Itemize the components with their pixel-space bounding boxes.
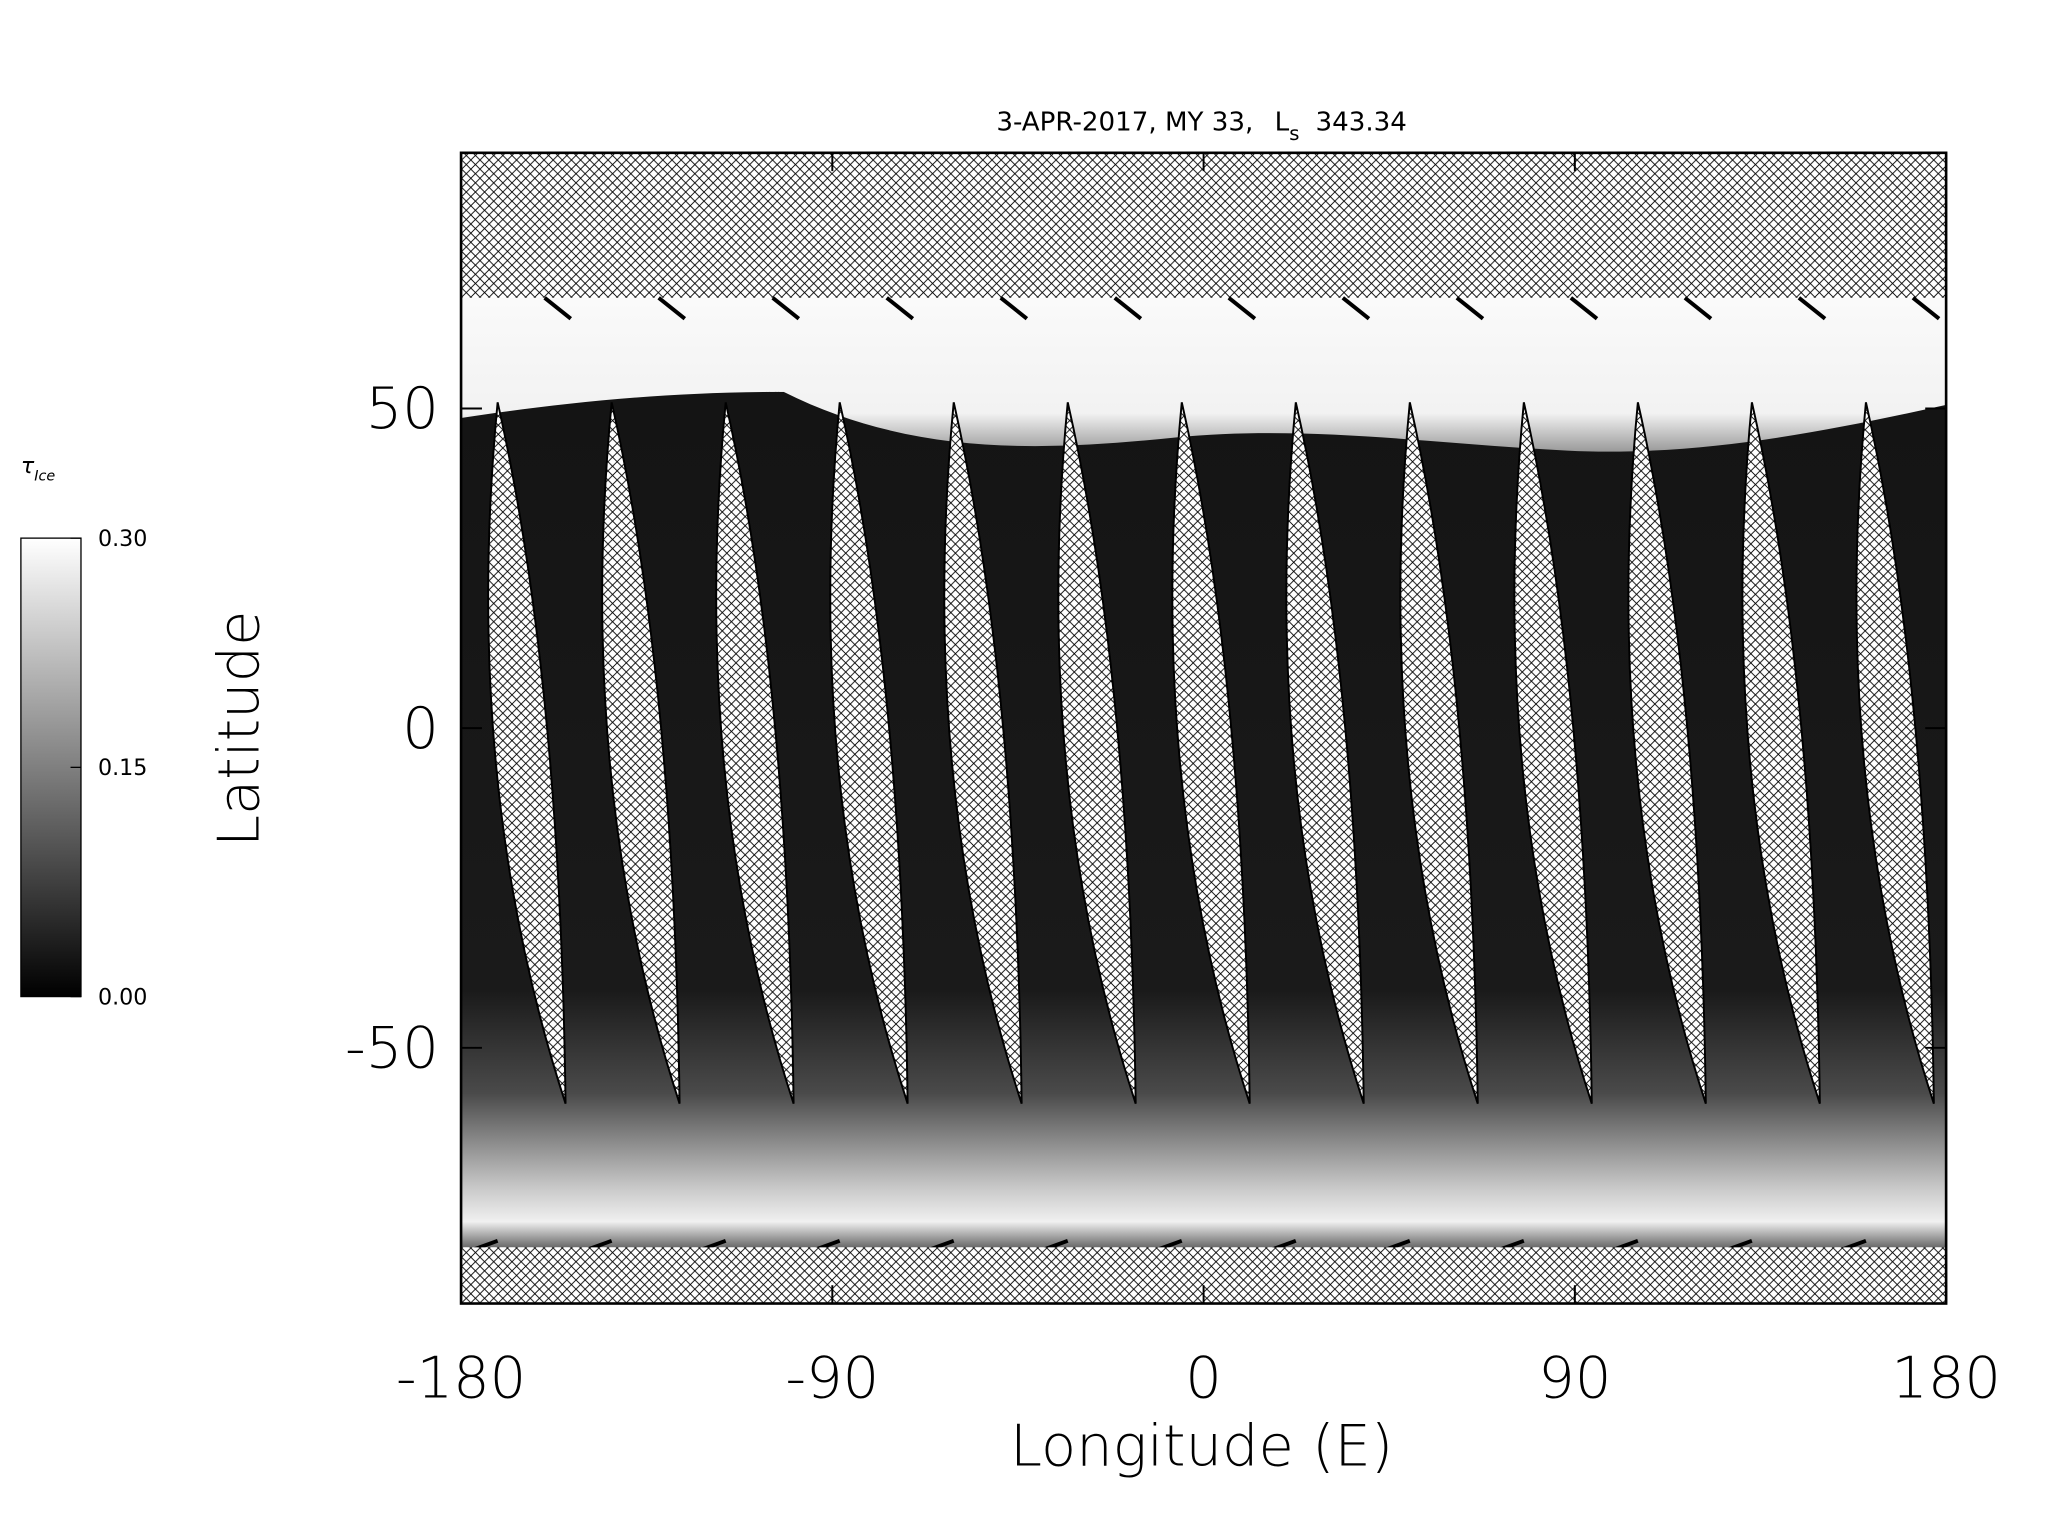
- swath-gap: [1057, 402, 1137, 1104]
- swath-edge-mark: [1911, 296, 1941, 321]
- swath-gap: [601, 402, 681, 1104]
- swath-edge-mark: [1455, 296, 1485, 321]
- swath-gap: [1855, 402, 1935, 1104]
- swath-gap: [1513, 402, 1593, 1104]
- colorbar-tick-label: 0.15: [98, 755, 147, 781]
- swath-gap: [1171, 402, 1251, 1104]
- chart-title: 3-APR-2017, MY 33, Ls 343.34: [996, 108, 1407, 147]
- swath-edge-mark: [543, 296, 572, 321]
- plot-area: [461, 152, 1947, 1304]
- x-tick-label: 0: [1185, 1345, 1222, 1412]
- swath-edge-mark: [1797, 296, 1827, 321]
- colorbar-subscript: Ice: [34, 469, 55, 485]
- swath-gap: [715, 402, 795, 1104]
- north-cloud-band: [461, 297, 1947, 452]
- swath-gap: [943, 402, 1023, 1104]
- swath-gap: [829, 402, 909, 1104]
- title-subscript: s: [1289, 122, 1299, 145]
- x-tick-label: 90: [1538, 1345, 1611, 1412]
- swath-gap: [487, 402, 567, 1104]
- x-tick-label: -180: [396, 1345, 526, 1412]
- x-tick-label: -90: [785, 1345, 879, 1412]
- y-axis-label: Latitude: [206, 611, 273, 847]
- swath-edge-mark: [885, 296, 915, 321]
- swath-edge-mark: [1341, 296, 1371, 321]
- swath-edge-mark: [1569, 296, 1599, 321]
- colorbar-symbol: τ: [21, 453, 35, 479]
- y-tick-label: -50: [345, 1014, 439, 1081]
- swath-gap: [1399, 402, 1479, 1104]
- colorbar-tick-label: 0.00: [98, 984, 147, 1010]
- title-symbol: L: [1275, 108, 1290, 138]
- swath-edge-mark: [1683, 296, 1713, 321]
- swath-edge-mark: [999, 296, 1029, 321]
- x-axis-label: Longitude (E): [1010, 1412, 1393, 1479]
- swath-gap: [1285, 402, 1365, 1104]
- swath-edge-mark: [657, 296, 687, 321]
- swath-edge-mark: [1227, 296, 1257, 321]
- swath-edge-mark: [1113, 296, 1143, 321]
- swath-edge-mark: [771, 296, 801, 321]
- colorbar-tick-label: 0.30: [98, 526, 147, 552]
- swath-gap: [1627, 402, 1707, 1104]
- y-tick-label: 0: [402, 695, 439, 762]
- title-value: 343.34: [1316, 108, 1407, 138]
- colorbar-label: τIce: [21, 453, 55, 485]
- swath-gap: [1741, 402, 1821, 1104]
- title-date: 3-APR-2017, MY 33,: [996, 108, 1253, 138]
- y-tick-label: 50: [366, 375, 439, 442]
- x-tick-label: 180: [1891, 1345, 2001, 1412]
